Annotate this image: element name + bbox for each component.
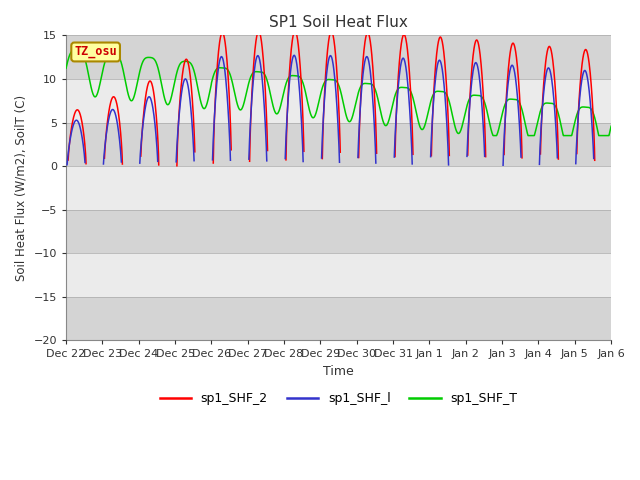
Legend: sp1_SHF_2, sp1_SHF_l, sp1_SHF_T: sp1_SHF_2, sp1_SHF_l, sp1_SHF_T xyxy=(154,387,523,410)
Bar xyxy=(66,36,611,79)
X-axis label: Time: Time xyxy=(323,365,354,378)
Bar xyxy=(66,166,611,210)
Y-axis label: Soil Heat Flux (W/m2), SoilT (C): Soil Heat Flux (W/m2), SoilT (C) xyxy=(15,95,28,281)
Bar xyxy=(66,253,611,297)
Bar xyxy=(66,210,611,253)
Bar xyxy=(66,297,611,340)
Bar xyxy=(66,79,611,122)
Title: SP1 Soil Heat Flux: SP1 Soil Heat Flux xyxy=(269,15,408,30)
Text: TZ_osu: TZ_osu xyxy=(74,46,117,59)
Bar xyxy=(66,122,611,166)
